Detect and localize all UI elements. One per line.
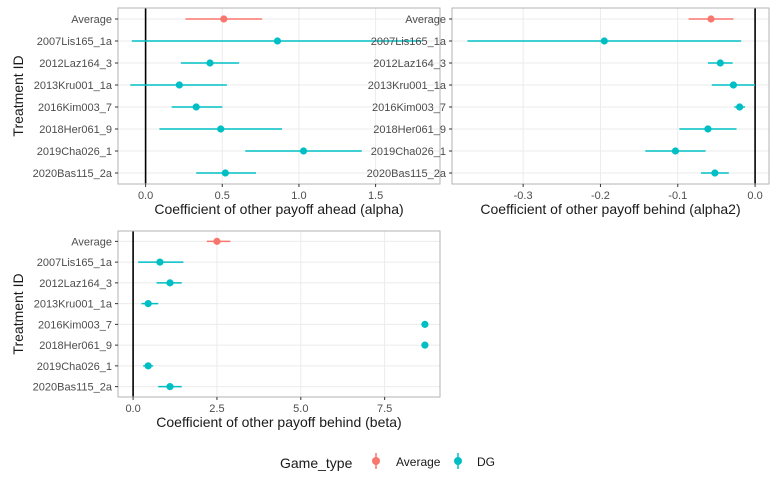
- data-point: [213, 237, 221, 245]
- data-point: [421, 341, 429, 349]
- panel-1: Average 2007Lis165_1a 2012Laz164_3 2013Kru0…: [10, 7, 441, 217]
- data-point: [221, 169, 229, 177]
- y-tick-label: 2018Her061_9: [39, 124, 112, 136]
- panel-border: [117, 230, 441, 398]
- x-axis-title: Coefficient of other payoff behind (alph…: [480, 201, 740, 217]
- x-tick-label: 0.0: [138, 190, 153, 202]
- panel-border: [117, 7, 441, 185]
- y-tick-label: 2019Cha026_1: [371, 146, 446, 158]
- y-tick-label: 2007Lis165_1a: [37, 257, 113, 269]
- x-tick-label: 2.5: [209, 403, 224, 415]
- y-tick-label: 2007Lis165_1a: [371, 36, 447, 48]
- data-point: [736, 103, 744, 111]
- x-axis-title: Coefficient of other payoff ahead (alpha…: [154, 201, 403, 217]
- data-point: [729, 81, 738, 89]
- x-tick-label: 7.5: [377, 403, 392, 415]
- data-point: [144, 362, 152, 370]
- y-tick-label: 2018Her061_9: [39, 340, 112, 352]
- data-point: [175, 81, 183, 89]
- data-point: [273, 37, 282, 45]
- legend: Game_type Average DG: [280, 453, 495, 471]
- y-tick-label: 2007Lis165_1a: [37, 36, 113, 48]
- y-tick-label: 2020Bas115_2a: [33, 382, 113, 394]
- data-point: [671, 147, 680, 155]
- data-point: [166, 383, 174, 391]
- data-point: [156, 258, 164, 266]
- data-point: [600, 37, 608, 45]
- data-point: [144, 300, 152, 308]
- panel-border: [451, 7, 770, 185]
- legend-title: Game_type: [280, 455, 353, 471]
- y-tick-label: Average: [71, 14, 112, 26]
- x-tick-label: 1.0: [291, 190, 306, 202]
- data-point: [220, 15, 228, 23]
- data-point: [711, 169, 719, 177]
- x-tick-label: -0.1: [668, 190, 687, 202]
- x-tick-label: -0.2: [591, 190, 610, 202]
- y-tick-label: 2018Her061_9: [373, 124, 446, 136]
- legend-key-average: [372, 453, 380, 469]
- y-axis-title: Treatment ID: [10, 55, 26, 136]
- y-tick-label: 2019Cha026_1: [37, 361, 112, 373]
- panel-3: Average 2007Lis165_1a 2012Laz164_3 2013Kru0…: [10, 230, 441, 430]
- y-tick-label: 2013Kru001_1a: [368, 80, 447, 92]
- data-point: [299, 147, 308, 155]
- y-tick-label: 2020Bas115_2a: [33, 168, 113, 180]
- y-tick-label: Average: [71, 236, 112, 248]
- y-tick-label: 2012Laz164_3: [39, 58, 112, 70]
- legend-key-dg: [454, 453, 462, 469]
- legend-label-dg: DG: [477, 455, 495, 469]
- legend-label-average: Average: [396, 455, 441, 469]
- data-point: [217, 125, 225, 133]
- x-tick-label: 0.0: [747, 190, 762, 202]
- x-tick-label: 5.0: [293, 403, 308, 415]
- y-tick-label: Average: [405, 14, 446, 26]
- data-point: [716, 59, 724, 67]
- data-point: [192, 103, 200, 111]
- x-tick-label: -0.3: [514, 190, 533, 202]
- y-tick-label: 2012Laz164_3: [373, 58, 446, 70]
- panel-2: Average 2007Lis165_1a 2012Laz164_3 2013Kru0…: [367, 7, 770, 217]
- x-tick-label: 0.5: [215, 190, 230, 202]
- data-point: [206, 59, 214, 67]
- x-tick-label: 0.0: [125, 403, 140, 415]
- y-tick-label: 2016Kim003_7: [38, 319, 112, 331]
- y-tick-label: 2013Kru001_1a: [34, 80, 113, 92]
- x-tick-label: 1.5: [368, 190, 383, 202]
- data-point: [707, 15, 715, 23]
- y-tick-label: 2016Kim003_7: [38, 102, 112, 114]
- y-tick-label: 2013Kru001_1a: [34, 299, 113, 311]
- y-axis-title: Treatment ID: [10, 273, 26, 354]
- data-point: [166, 279, 174, 287]
- x-axis-title: Coefficient of other payoff behind (beta…: [156, 414, 401, 430]
- y-tick-label: 2019Cha026_1: [37, 146, 112, 158]
- data-point: [421, 320, 429, 328]
- y-tick-label: 2020Bas115_2a: [367, 168, 447, 180]
- y-tick-label: 2016Kim003_7: [372, 102, 446, 114]
- y-tick-label: 2012Laz164_3: [39, 278, 112, 290]
- data-point: [704, 125, 712, 133]
